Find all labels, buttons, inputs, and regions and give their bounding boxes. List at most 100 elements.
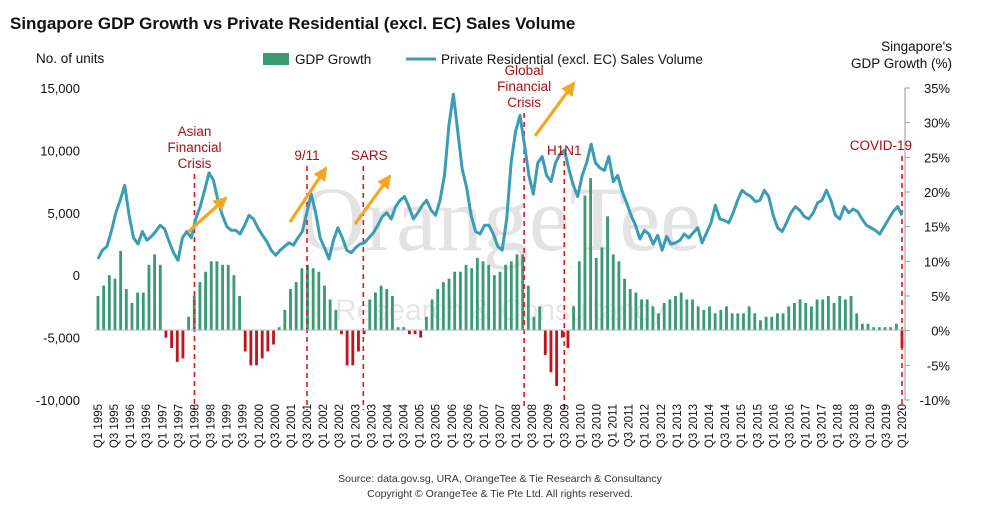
x-tick-label: Q1 2007 [479, 404, 491, 448]
y-left-tick: -10,000 [36, 393, 80, 408]
y-left-tick: -5,000 [43, 331, 80, 346]
y-left-ticks: 15,000 10,000 5,000 0 -5,000 -10,000 [36, 81, 80, 408]
x-tick-label: Q1 1998 [189, 404, 201, 448]
x-tick-label: Q1 2017 [801, 404, 813, 448]
y-right-tick: -10% [920, 393, 951, 408]
x-tick-label: Q3 2014 [720, 403, 732, 448]
gdp-bar [742, 313, 745, 331]
event-label: Crisis [507, 95, 541, 110]
x-tick-label: Q1 2005 [415, 404, 427, 448]
gdp-bar [611, 254, 615, 331]
gdp-bar [113, 278, 117, 331]
gdp-bar [107, 275, 111, 331]
gdp-bar [317, 271, 321, 331]
gdp-bar [300, 268, 304, 331]
gdp-bar [560, 330, 564, 338]
x-tick-label: Q3 2012 [656, 404, 668, 448]
gdp-bar [447, 278, 451, 331]
gdp-bar [430, 299, 434, 331]
x-tick-label: Q3 2005 [431, 404, 443, 448]
sales-volume-line [96, 92, 904, 262]
gdp-bar [221, 264, 224, 331]
gdp-bar [453, 271, 457, 331]
gdp-bar [877, 327, 881, 331]
gdp-bar [594, 257, 598, 331]
gdp-bar [283, 309, 287, 331]
gdp-bar [96, 296, 100, 331]
gdp-bar [424, 316, 428, 331]
gdp-bar [804, 302, 808, 331]
gdp-bar [413, 330, 417, 335]
gdp-bar [147, 264, 151, 331]
gdp-bar [255, 330, 258, 366]
gdp-bar [181, 330, 185, 359]
x-tick-label: Q3 2019 [881, 404, 893, 448]
x-tick-label: Q1 2015 [736, 404, 748, 448]
event-label: SARS [351, 148, 388, 163]
trend-arrow-head [313, 166, 328, 182]
gdp-bar [249, 330, 253, 366]
y-right-ticks: 35% 30% 25% 20% 15% 10% 5% 0% -5% -10% [905, 81, 950, 408]
y-right-tick: 25% [924, 150, 950, 165]
event-label: Asian [178, 124, 212, 139]
gdp-bar [606, 216, 609, 331]
gdp-bar [662, 302, 666, 331]
gdp-bar [260, 330, 264, 359]
gdp-bar [153, 254, 157, 331]
gdp-bar [730, 313, 734, 331]
gdp-bar [385, 289, 389, 331]
gdp-bar [623, 278, 626, 331]
event-label: Crisis [178, 156, 212, 171]
gdp-bar [543, 330, 547, 355]
trend-arrow-head [377, 174, 392, 190]
y-left-tick: 10,000 [40, 143, 80, 158]
copyright-note: Copyright © OrangeTee & Tie Pte Ltd. All… [367, 488, 633, 500]
x-tick-label: Q1 1997 [157, 404, 169, 448]
gdp-bar [776, 313, 779, 331]
y-left-tick: 5,000 [47, 206, 80, 221]
x-tick-label: Q1 1999 [222, 404, 234, 448]
x-tick-label: Q3 2009 [559, 404, 571, 448]
x-tick-label: Q1 1996 [125, 404, 137, 448]
gdp-bar [770, 316, 774, 331]
gdp-bar [487, 264, 491, 331]
gdp-bar [141, 292, 145, 331]
gdp-bar [357, 330, 360, 352]
x-tick-label: Q3 2015 [752, 404, 764, 448]
x-tick-label: Q3 2008 [527, 404, 539, 448]
x-tick-label: Q3 2001 [302, 404, 314, 448]
gdp-bar [617, 261, 621, 331]
x-tick-label: Q3 1996 [141, 404, 153, 448]
gdp-bar [509, 261, 513, 331]
gdp-bar [832, 302, 836, 331]
event-label: Financial [167, 140, 221, 155]
event-label: 9/11 [294, 148, 319, 163]
event-label: H1N1 [547, 143, 582, 158]
x-tick-label: Q1 2019 [865, 404, 877, 448]
gdp-bar [119, 250, 123, 331]
gdp-bar [747, 306, 751, 331]
gdp-bar [464, 264, 468, 331]
x-tick-label: Q1 2018 [833, 404, 845, 448]
x-tick-label: Q3 2006 [463, 404, 475, 448]
gdp-bar [872, 327, 876, 331]
gdp-bar [583, 195, 587, 331]
y-left-tick: 0 [73, 268, 80, 283]
gdp-bar [668, 299, 672, 331]
x-tick-label: Q3 2011 [624, 404, 636, 447]
gdp-bar [860, 323, 864, 331]
gdp-bars [96, 178, 904, 387]
gdp-bar [838, 296, 842, 331]
gdp-bar [685, 299, 689, 331]
gdp-bar [340, 330, 343, 335]
gdp-bar [209, 261, 213, 331]
legend: GDP Growth Private Residential (excl. EC… [263, 52, 703, 67]
x-tick-label: Q3 2016 [784, 404, 796, 448]
chart-title: Singapore GDP Growth vs Private Resident… [10, 14, 575, 33]
gdp-bar [515, 254, 519, 331]
gdp-bar [481, 261, 485, 331]
gdp-bar [577, 261, 581, 331]
legend-label-sales: Private Residential (excl. EC) Sales Vol… [441, 52, 703, 67]
gdp-bar [277, 327, 281, 331]
